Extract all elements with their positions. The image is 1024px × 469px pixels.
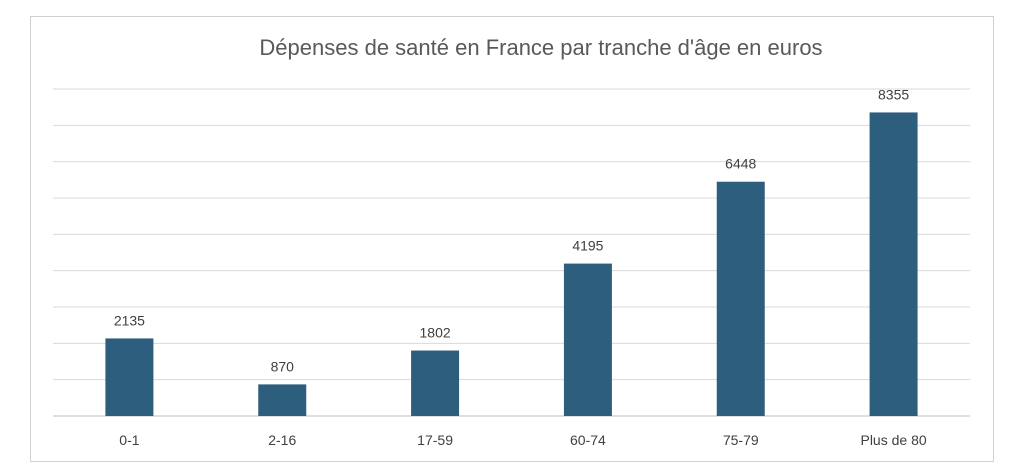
data-label: 870 [271,358,295,374]
data-label: 8355 [878,86,909,102]
x-tick-label: 2-16 [268,432,296,448]
bar-0-1 [105,338,154,416]
bar-plus-de-80 [869,112,918,416]
x-tick-label: 0-1 [119,432,139,448]
data-label: 6448 [725,156,756,172]
x-tick-label: Plus de 80 [860,432,926,448]
bar-17-59 [411,350,460,416]
chart-frame [30,16,994,462]
x-tick-label: 60-74 [570,432,606,448]
bar-2-16 [258,384,307,416]
x-axis-tick-labels: 0-1 2-16 17-59 60-74 75-79 Plus de 80 [119,432,927,448]
gridlines [53,88,970,417]
x-tick-label: 17-59 [417,432,453,448]
data-label: 4195 [572,238,603,254]
data-label: 1802 [420,325,451,341]
bars [105,112,918,416]
chart-title: Dépenses de santé en France par tranche … [259,35,822,60]
x-tick-label: 75-79 [723,432,759,448]
bar-60-74 [563,263,612,416]
data-label: 2135 [114,312,145,328]
bar-75-79 [716,181,765,416]
data-labels: 2135 870 1802 4195 6448 8355 [114,86,910,374]
